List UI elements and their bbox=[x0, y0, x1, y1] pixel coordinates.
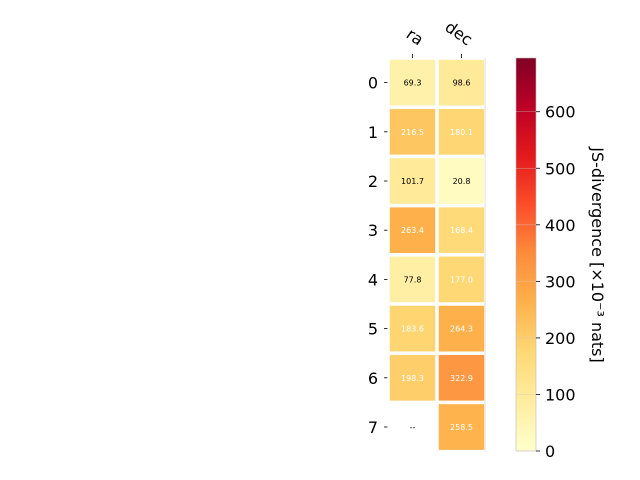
row-tick-label: 1 bbox=[368, 123, 378, 142]
heatmap-cell bbox=[389, 206, 436, 254]
row-tick-labels: 0 1 2 3 4 5 6 7 bbox=[368, 74, 388, 437]
colorbar-tick-label: 200 bbox=[545, 329, 576, 348]
cell-value-label: 180.1 bbox=[450, 128, 473, 137]
cell-value-label: 77.8 bbox=[404, 275, 422, 284]
column-tick-label: dec bbox=[442, 17, 476, 49]
row-tick-label: 6 bbox=[368, 369, 378, 388]
colorbar-tick-label: 600 bbox=[545, 103, 576, 122]
row-tick-label: 5 bbox=[368, 320, 378, 339]
column-tick-label: ra bbox=[403, 24, 427, 49]
heatmap-cell bbox=[438, 256, 485, 303]
row-tick-label: 0 bbox=[368, 74, 378, 93]
cell-value-label: 258.5 bbox=[450, 423, 473, 432]
row-tick-label: 7 bbox=[368, 418, 378, 437]
heatmap-cell bbox=[389, 305, 436, 352]
heatmap-cell bbox=[438, 354, 485, 402]
colorbar-gradient bbox=[515, 57, 537, 452]
colorbar: 0 100 200 300 400 500 600 JS-divergence [×10⁻³… bbox=[515, 57, 607, 461]
cell-value-label: 69.3 bbox=[404, 79, 422, 88]
heatmap-cell bbox=[389, 157, 436, 205]
cell-value-label: 168.4 bbox=[450, 226, 473, 235]
colorbar-tick-label: 0 bbox=[545, 442, 555, 461]
colorbar-tick-label: 300 bbox=[545, 272, 576, 291]
cell-value-label: 177.0 bbox=[450, 275, 473, 284]
cell-value-label: 198.3 bbox=[401, 374, 424, 383]
heatmap-cell bbox=[438, 305, 485, 352]
heatmap-cell bbox=[438, 157, 485, 205]
colorbar-tick-label: 500 bbox=[545, 159, 576, 178]
row-tick-label: 2 bbox=[368, 172, 378, 191]
cell-value-label: 20.8 bbox=[453, 177, 471, 186]
row-tick-label: 4 bbox=[368, 270, 378, 289]
colorbar-tick-label: 400 bbox=[545, 216, 576, 235]
colorbar-tick-label: 100 bbox=[545, 385, 576, 404]
heatmap-cell bbox=[438, 59, 485, 106]
colorbar-title: JS-divergence [×10⁻³ nats] bbox=[588, 146, 607, 362]
cell-value-label: 264.3 bbox=[450, 325, 473, 334]
heatmap-cell bbox=[389, 354, 436, 402]
cell-value-label: 183.6 bbox=[401, 325, 424, 334]
cell-value-label: 216.5 bbox=[401, 128, 424, 137]
row-tick-label: 3 bbox=[368, 221, 378, 240]
heatmap-cell bbox=[389, 256, 436, 303]
heatmap-cell bbox=[438, 403, 485, 451]
heatmap-grid: 69.3 98.6 216.5 180.1 101.7 20.8 263.4 168.4 77.… bbox=[389, 58, 486, 452]
cell-value-label: 263.4 bbox=[401, 226, 424, 235]
colorbar-ticks: 0 100 200 300 400 500 600 bbox=[516, 103, 576, 461]
cell-value-label: 98.6 bbox=[453, 79, 471, 88]
heatmap-cell bbox=[389, 108, 436, 156]
heatmap-cell bbox=[389, 59, 436, 106]
column-tick-labels: ra dec bbox=[403, 17, 476, 58]
cell-value-label: 322.9 bbox=[450, 374, 473, 383]
heatmap-cell bbox=[438, 108, 485, 156]
heatmap-cell bbox=[438, 206, 485, 254]
cell-value-label: -- bbox=[410, 423, 416, 432]
cell-value-label: 101.7 bbox=[401, 177, 424, 186]
